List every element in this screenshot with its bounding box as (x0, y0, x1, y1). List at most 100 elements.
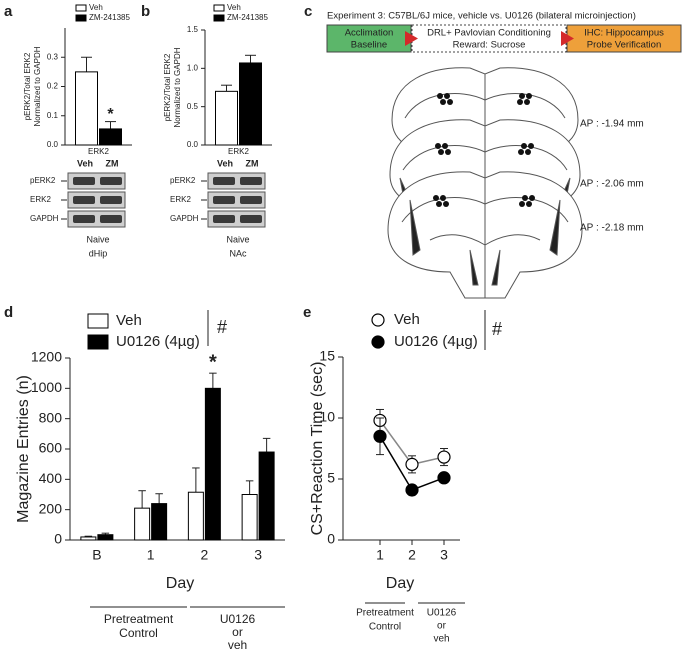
timeline-arrow (561, 31, 574, 46)
diagram-title: Experiment 3: C57BL/6J mice, vehicle vs.… (327, 11, 636, 22)
group-label: or (232, 625, 243, 639)
group-label: Control (369, 622, 401, 633)
y-axis-label: Normalized to GAPDH (173, 47, 182, 127)
bar (99, 128, 122, 146)
timeline-arrow (405, 31, 418, 46)
x-tick-label: 2 (408, 547, 416, 563)
legend-swatch (75, 14, 87, 22)
blot-row-label: GAPDH (30, 214, 59, 223)
bar (80, 536, 97, 541)
y-tick-label: 600 (39, 440, 63, 456)
timeline-step-label: Probe Verification (587, 40, 661, 51)
blot-band (240, 177, 262, 185)
point (405, 457, 419, 471)
legend-swatch (75, 4, 87, 12)
timeline-step-label: IHC: Hippocampus (584, 28, 664, 39)
blot-band (100, 196, 122, 204)
blot-lane-label: Veh (77, 158, 93, 168)
y-tick-label: 0.3 (47, 52, 59, 61)
bar (75, 71, 98, 146)
panel-letter: c (304, 3, 312, 20)
blot-caption: dHip (89, 248, 108, 258)
ap-label: AP : -2.18 mm (580, 223, 644, 234)
y-tick-label: 1.0 (187, 63, 199, 72)
y-tick-label: 200 (39, 500, 63, 516)
point (373, 429, 387, 443)
bar (258, 451, 275, 541)
legend-label: ZM-241385 (227, 13, 268, 22)
y-tick-label: 15 (319, 348, 335, 364)
significance-hash: # (492, 319, 502, 339)
blot-row-label: ERK2 (170, 195, 191, 204)
panel-letter: a (4, 3, 13, 20)
timeline-step-label: DRL+ Pavlovian Conditioning (427, 28, 551, 39)
y-tick-label: 0.5 (187, 102, 199, 111)
bar (134, 507, 151, 541)
y-axis-label: pERK2/Total ERK2 (163, 53, 172, 121)
y-tick-label: 400 (39, 470, 63, 486)
blot-lane-label: Veh (217, 158, 233, 168)
blot-band (213, 215, 235, 223)
legend-swatch (213, 4, 225, 12)
y-tick-label: 0.2 (47, 82, 59, 91)
x-tick-label: B (92, 547, 101, 563)
y-axis-label: Normalized to GAPDH (33, 46, 42, 126)
x-axis-label: Day (386, 575, 414, 592)
group-label: Pretreatment (356, 608, 414, 619)
group-label: or (437, 621, 447, 632)
y-axis-label: Magazine Entries (n) (15, 375, 32, 523)
y-tick-label: 10 (319, 409, 335, 425)
x-tick-label: 1 (376, 547, 384, 563)
x-tick-label: ERK2 (88, 147, 109, 156)
y-tick-label: 0.0 (47, 140, 59, 149)
legend-label: U0126 (4µg) (116, 333, 200, 350)
blot-band (73, 177, 95, 185)
panel-letter: b (141, 3, 150, 20)
blot-row-label: pERK2 (30, 176, 56, 185)
timeline-step (411, 24, 567, 53)
brain-section (387, 171, 583, 299)
y-tick-label: 800 (39, 409, 63, 425)
blot-band (240, 215, 262, 223)
point (437, 450, 451, 464)
y-tick-label: 0.1 (47, 111, 59, 120)
group-label: Control (119, 626, 158, 640)
blot-band (240, 196, 262, 204)
blot-lane-label: ZM (246, 158, 259, 168)
significance-star: * (107, 106, 114, 123)
timeline-step (326, 24, 412, 53)
bar (239, 62, 262, 146)
legend-swatch (371, 313, 385, 327)
blot-row-label: GAPDH (170, 214, 199, 223)
y-axis-label: pERK2/Total ERK2 (23, 52, 32, 120)
legend-label: U0126 (4µg) (394, 333, 478, 350)
brain-sections (387, 67, 583, 299)
panel-letter: d (4, 304, 13, 321)
bar (215, 90, 238, 146)
y-tick-label: 1000 (31, 379, 62, 395)
y-tick-label: 0 (327, 531, 335, 547)
blot-band (73, 215, 95, 223)
x-axis-label: Day (166, 575, 194, 592)
bar (187, 491, 204, 541)
x-tick-label: 2 (200, 547, 208, 563)
point (405, 483, 419, 497)
bar (204, 387, 221, 541)
blot-band (73, 196, 95, 204)
significance-hash: # (217, 317, 227, 337)
ap-label: AP : -1.94 mm (580, 119, 644, 130)
y-axis-label: CS+Reaction Time (sec) (309, 362, 326, 536)
legend-swatch (87, 313, 109, 329)
group-label: veh (228, 638, 247, 652)
bar (97, 534, 114, 541)
x-tick-label: 3 (254, 547, 262, 563)
bar (241, 494, 258, 541)
timeline-step-label: Reward: Sucrose (453, 40, 526, 51)
y-tick-label: 0.0 (187, 140, 199, 149)
y-tick-label: 1200 (31, 349, 62, 365)
blot-lane-label: ZM (106, 158, 119, 168)
bar (151, 503, 168, 541)
blot-caption: Naive (226, 234, 249, 244)
legend-label: Veh (89, 3, 103, 12)
